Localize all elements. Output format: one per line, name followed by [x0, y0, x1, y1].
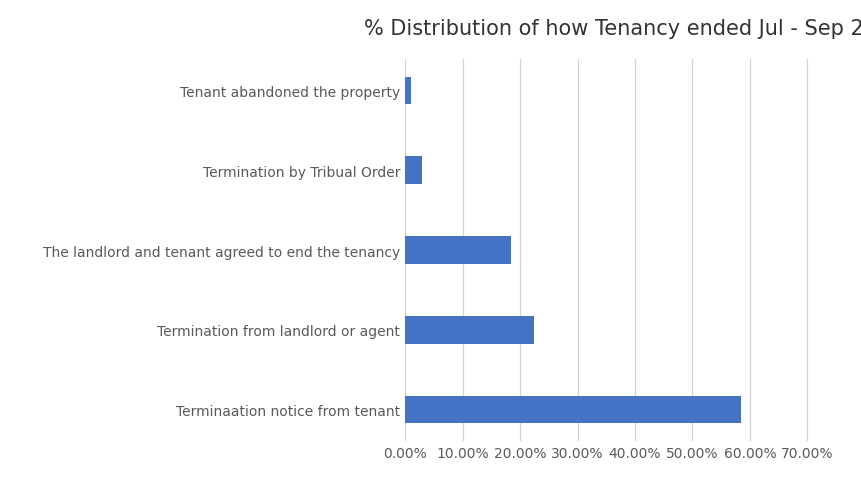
Bar [405, 157, 422, 185]
Bar [405, 396, 740, 423]
Title: % Distribution of how Tenancy ended Jul - Sep 22: % Distribution of how Tenancy ended Jul … [363, 19, 861, 39]
Bar [405, 236, 511, 265]
Bar [405, 316, 534, 344]
Bar [405, 78, 411, 105]
